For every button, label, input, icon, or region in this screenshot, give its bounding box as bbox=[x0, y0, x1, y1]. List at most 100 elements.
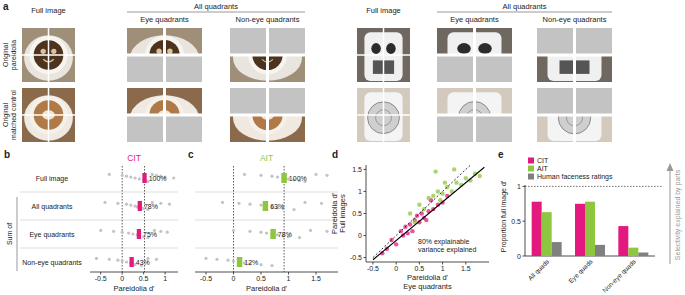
unit-point bbox=[259, 174, 262, 177]
unit-point bbox=[232, 229, 235, 232]
mean-bar bbox=[263, 201, 269, 211]
unit-point bbox=[108, 258, 111, 261]
unit-point bbox=[314, 173, 317, 176]
tick-label: -0.5 bbox=[367, 265, 379, 272]
unit-point bbox=[320, 202, 323, 205]
tick-label: 1 bbox=[163, 275, 167, 282]
y-tick bbox=[364, 235, 367, 236]
mean-bar bbox=[281, 173, 287, 183]
data-point bbox=[436, 189, 440, 193]
photo-background bbox=[22, 88, 75, 142]
header: Non-eye quadrants bbox=[543, 15, 607, 24]
photo-eye bbox=[478, 43, 492, 54]
reference-line bbox=[233, 166, 234, 272]
y-tick bbox=[364, 213, 367, 214]
photo-background bbox=[230, 88, 305, 142]
data-point bbox=[410, 229, 414, 233]
y-tick bbox=[364, 257, 367, 258]
unit-point bbox=[99, 229, 102, 232]
data-point bbox=[431, 194, 435, 198]
quadrant-divider bbox=[230, 54, 305, 57]
legend-swatch bbox=[528, 174, 534, 180]
hidden-quadrant bbox=[475, 55, 513, 82]
data-point bbox=[408, 222, 412, 226]
photo bbox=[230, 28, 305, 82]
unit-point bbox=[204, 257, 207, 260]
photo bbox=[537, 88, 612, 142]
data-label: 78% bbox=[144, 203, 158, 210]
header: Eye quadrants bbox=[450, 15, 499, 24]
row-label: Original bbox=[2, 42, 10, 67]
annotation: 80% explainable bbox=[418, 238, 469, 246]
unit-point bbox=[215, 258, 218, 261]
photo-background bbox=[437, 28, 512, 82]
unit-point bbox=[121, 231, 124, 234]
hidden-quadrant bbox=[575, 28, 613, 55]
y-tick bbox=[364, 191, 367, 192]
photo bbox=[437, 88, 512, 142]
axis-label: Pareidolia d' bbox=[246, 284, 288, 293]
quadrant-divider bbox=[127, 114, 202, 117]
quadrant-divider bbox=[437, 114, 512, 117]
plot-marks bbox=[532, 202, 649, 256]
header: All quadrants bbox=[503, 2, 547, 11]
data-label: 75% bbox=[143, 231, 157, 238]
unit-point bbox=[270, 264, 273, 267]
mean-bar bbox=[142, 173, 146, 183]
photo-eye bbox=[51, 49, 56, 54]
hidden-quadrant bbox=[127, 115, 165, 142]
quadrant-divider bbox=[537, 114, 612, 117]
tick-label: -0.5 bbox=[200, 275, 212, 282]
legend-swatch bbox=[528, 158, 534, 164]
category-label: Eye quadrants bbox=[29, 231, 75, 239]
photo-background bbox=[537, 88, 612, 142]
unit-point bbox=[95, 257, 98, 260]
header: Full image bbox=[366, 6, 401, 15]
mean-bar bbox=[138, 201, 142, 211]
unit-point bbox=[248, 203, 251, 206]
unit-point bbox=[325, 230, 328, 233]
unit-point bbox=[172, 176, 175, 179]
arrow-shaft bbox=[670, 170, 671, 264]
tick-label: 0 bbox=[517, 253, 521, 260]
tick-label: 0.5 bbox=[256, 275, 266, 282]
unit-point bbox=[112, 230, 115, 233]
data-point bbox=[394, 242, 398, 246]
data-label: 100% bbox=[289, 175, 307, 182]
row-separator bbox=[20, 248, 178, 249]
data-point bbox=[478, 174, 482, 178]
unit-point bbox=[325, 174, 328, 177]
mean-bar bbox=[237, 257, 243, 267]
tick-label: 0.5 bbox=[415, 265, 425, 272]
legend-label: CIT bbox=[537, 157, 549, 164]
y-tick bbox=[523, 256, 526, 257]
tick-label: 0.5 bbox=[352, 210, 362, 217]
data-point bbox=[433, 169, 437, 173]
unit-point bbox=[125, 175, 128, 178]
bar bbox=[575, 204, 585, 256]
hidden-quadrant bbox=[230, 88, 268, 115]
header: Full image bbox=[31, 6, 66, 15]
unit-point bbox=[265, 232, 268, 235]
quadrant-divider bbox=[22, 54, 75, 56]
hidden-quadrant bbox=[127, 55, 165, 82]
fit-line bbox=[373, 167, 484, 260]
tick-label: 1.5 bbox=[352, 166, 362, 173]
photo-eye bbox=[457, 43, 471, 54]
unit-point bbox=[168, 203, 171, 206]
category-label: Non-eye quadrants bbox=[22, 259, 82, 267]
data-point bbox=[440, 191, 444, 195]
unit-point bbox=[298, 236, 301, 239]
unit-point bbox=[121, 174, 124, 177]
tick-label: 1 bbox=[517, 183, 521, 190]
bar bbox=[595, 245, 605, 256]
category-label: Non-eye quads bbox=[601, 257, 638, 294]
title: AIT bbox=[260, 153, 273, 163]
bar bbox=[638, 253, 648, 256]
tick-label: 0.5 bbox=[139, 275, 149, 282]
data-label: 63% bbox=[270, 203, 284, 210]
data-point bbox=[426, 196, 430, 200]
hidden-quadrant bbox=[230, 28, 268, 55]
annotation: Selectivity explained by parts bbox=[674, 169, 682, 260]
data-point bbox=[454, 180, 458, 184]
